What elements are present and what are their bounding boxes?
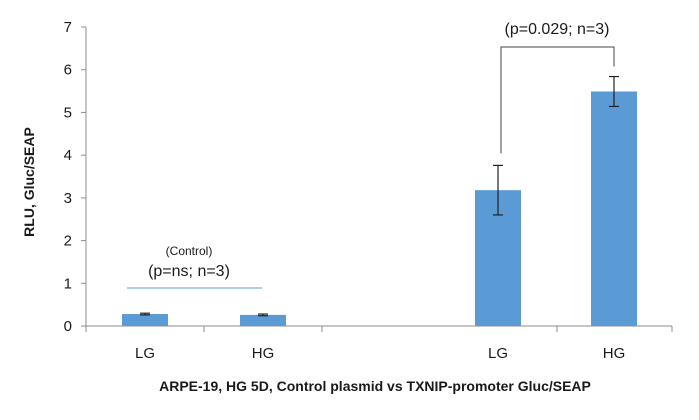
category-label: LG	[488, 345, 508, 362]
control-label: (Control)	[166, 244, 213, 258]
y-tick-label: 4	[64, 147, 72, 164]
y-axis-title: RLU, Gluc/SEAP	[21, 127, 37, 237]
bar	[240, 314, 286, 326]
y-tick-label: 2	[64, 233, 72, 250]
txnip-p-value: (p=0.029; n=3)	[505, 21, 610, 38]
x-axis-title: ARPE-19, HG 5D, Control plasmid vs TXNIP…	[159, 378, 591, 394]
txnip-comparison-bracket	[500, 46, 615, 154]
y-tick-label: 6	[64, 62, 72, 79]
bars: LG HG LG HG	[122, 75, 637, 362]
y-tick-label: 3	[64, 190, 72, 207]
y-tick-label: 7	[64, 19, 72, 36]
category-label: HG	[252, 345, 275, 362]
category-label: LG	[135, 345, 155, 362]
bar	[122, 314, 168, 326]
y-tick-label: 0	[64, 318, 72, 335]
axes: 0 1 2 3 4 5 6 7	[64, 19, 673, 335]
annotations: (Control) (p=ns; n=3) (p=0.029; n=3)	[127, 21, 615, 289]
y-tick-label: 5	[64, 104, 72, 121]
control-p-value: (p=ns; n=3)	[148, 263, 230, 280]
y-tick-label: 1	[64, 275, 72, 292]
bar	[591, 91, 637, 327]
category-label: HG	[603, 345, 626, 362]
